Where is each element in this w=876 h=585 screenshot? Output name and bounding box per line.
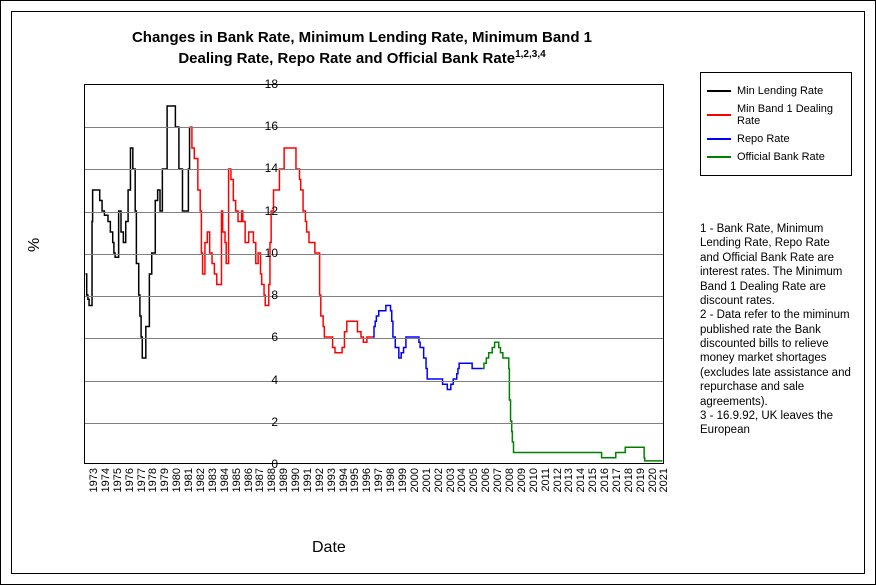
chart-panel: Changes in Bank Rate, Minimum Lending Ra… — [11, 11, 865, 574]
x-tick-label: 1995 — [349, 468, 361, 492]
legend-swatch — [707, 90, 731, 92]
legend-label: Min Lending Rate — [737, 85, 823, 97]
plot-area — [84, 84, 664, 464]
x-tick-label: 2011 — [540, 468, 552, 492]
title-line-2: Dealing Rate, Repo Rate and Official Ban… — [178, 50, 515, 67]
y-tick-label: 6 — [252, 330, 278, 344]
x-tick-label: 1973 — [88, 468, 100, 492]
y-axis-label: % — [26, 238, 44, 252]
x-tick-label: 1997 — [373, 468, 385, 492]
footnotes: 1 - Bank Rate, Minimum Lending Rate, Rep… — [700, 222, 852, 438]
title-line-1: Changes in Bank Rate, Minimum Lending Ra… — [132, 29, 592, 46]
x-tick-label: 2017 — [611, 468, 623, 492]
x-tick-label: 1976 — [124, 468, 136, 492]
x-tick-label: 2010 — [528, 468, 540, 492]
x-tick-label: 1980 — [171, 468, 183, 492]
gridline-h — [85, 212, 663, 213]
y-tick-label: 12 — [252, 204, 278, 218]
x-tick-label: 1999 — [397, 468, 409, 492]
x-tick-label: 2015 — [587, 468, 599, 492]
x-tick-label: 1978 — [147, 468, 159, 492]
x-tick-label: 1994 — [338, 468, 350, 492]
x-tick-label: 1974 — [100, 468, 112, 492]
x-tick-label: 1982 — [195, 468, 207, 492]
x-tick-label: 2001 — [421, 468, 433, 492]
y-tick-label: 14 — [252, 161, 278, 175]
x-tick-label: 1988 — [266, 468, 278, 492]
gridline-h — [85, 296, 663, 297]
series-line — [86, 106, 190, 358]
series-svg — [85, 85, 663, 463]
y-tick-label: 16 — [252, 119, 278, 133]
x-axis-label: Date — [312, 539, 346, 557]
x-tick-label: 1998 — [385, 468, 397, 492]
x-tick-label: 2016 — [599, 468, 611, 492]
x-tick-label: 1990 — [290, 468, 302, 492]
x-tick-label: 2007 — [492, 468, 504, 492]
x-tick-label: 1993 — [326, 468, 338, 492]
x-tick-label: 2006 — [480, 468, 492, 492]
x-tick-label: 1983 — [207, 468, 219, 492]
gridline-h — [85, 381, 663, 382]
y-tick-label: 2 — [252, 415, 278, 429]
y-tick-label: 8 — [252, 288, 278, 302]
gridline-h — [85, 338, 663, 339]
x-tick-label: 2003 — [445, 468, 457, 492]
y-tick-label: 10 — [252, 246, 278, 260]
x-tick-label: 1992 — [314, 468, 326, 492]
series-line — [483, 342, 663, 461]
x-tick-label: 2009 — [516, 468, 528, 492]
legend-item: Official Bank Rate — [707, 151, 845, 163]
legend-label: Min Band 1 Dealing Rate — [737, 103, 845, 127]
x-tick-label: 1975 — [112, 468, 124, 492]
x-tick-label: 2013 — [563, 468, 575, 492]
y-tick-label: 4 — [252, 373, 278, 387]
legend: Min Lending Rate Min Band 1 Dealing Rate R… — [700, 72, 852, 176]
x-tick-label: 1996 — [361, 468, 373, 492]
legend-item: Repo Rate — [707, 133, 845, 145]
x-tick-label: 2021 — [658, 468, 670, 492]
x-tick-label: 1981 — [183, 468, 195, 492]
legend-item: Min Band 1 Dealing Rate — [707, 103, 845, 127]
x-tick-label: 2012 — [552, 468, 564, 492]
series-line — [373, 306, 483, 390]
legend-swatch — [707, 156, 731, 158]
x-tick-label: 2000 — [409, 468, 421, 492]
x-tick-label: 1977 — [136, 468, 148, 492]
x-tick-label: 2019 — [635, 468, 647, 492]
gridline-h — [85, 127, 663, 128]
x-tick-label: 2002 — [433, 468, 445, 492]
x-tick-label: 1984 — [219, 468, 231, 492]
series-line — [190, 127, 373, 353]
legend-item: Min Lending Rate — [707, 85, 845, 97]
outer-frame: Changes in Bank Rate, Minimum Lending Ra… — [0, 0, 876, 585]
x-tick-label: 1986 — [243, 468, 255, 492]
chart-title: Changes in Bank Rate, Minimum Lending Ra… — [72, 28, 652, 68]
x-tick-label: 2018 — [623, 468, 635, 492]
legend-label: Official Bank Rate — [737, 151, 825, 163]
x-tick-label: 2005 — [468, 468, 480, 492]
x-tick-label: 1989 — [278, 468, 290, 492]
gridline-h — [85, 423, 663, 424]
x-tick-label: 2020 — [647, 468, 659, 492]
legend-swatch — [707, 138, 731, 140]
gridline-h — [85, 169, 663, 170]
x-tick-label: 1987 — [254, 468, 266, 492]
title-superscript: 1,2,3,4 — [515, 49, 546, 60]
x-tick-label: 1985 — [231, 468, 243, 492]
x-tick-label: 1979 — [159, 468, 171, 492]
x-tick-label: 2004 — [456, 468, 468, 492]
y-tick-label: 18 — [252, 77, 278, 91]
x-tick-label: 1991 — [302, 468, 314, 492]
legend-swatch — [707, 114, 731, 116]
x-tick-label: 2014 — [575, 468, 587, 492]
x-tick-label: 2008 — [504, 468, 516, 492]
legend-label: Repo Rate — [737, 133, 790, 145]
gridline-h — [85, 254, 663, 255]
